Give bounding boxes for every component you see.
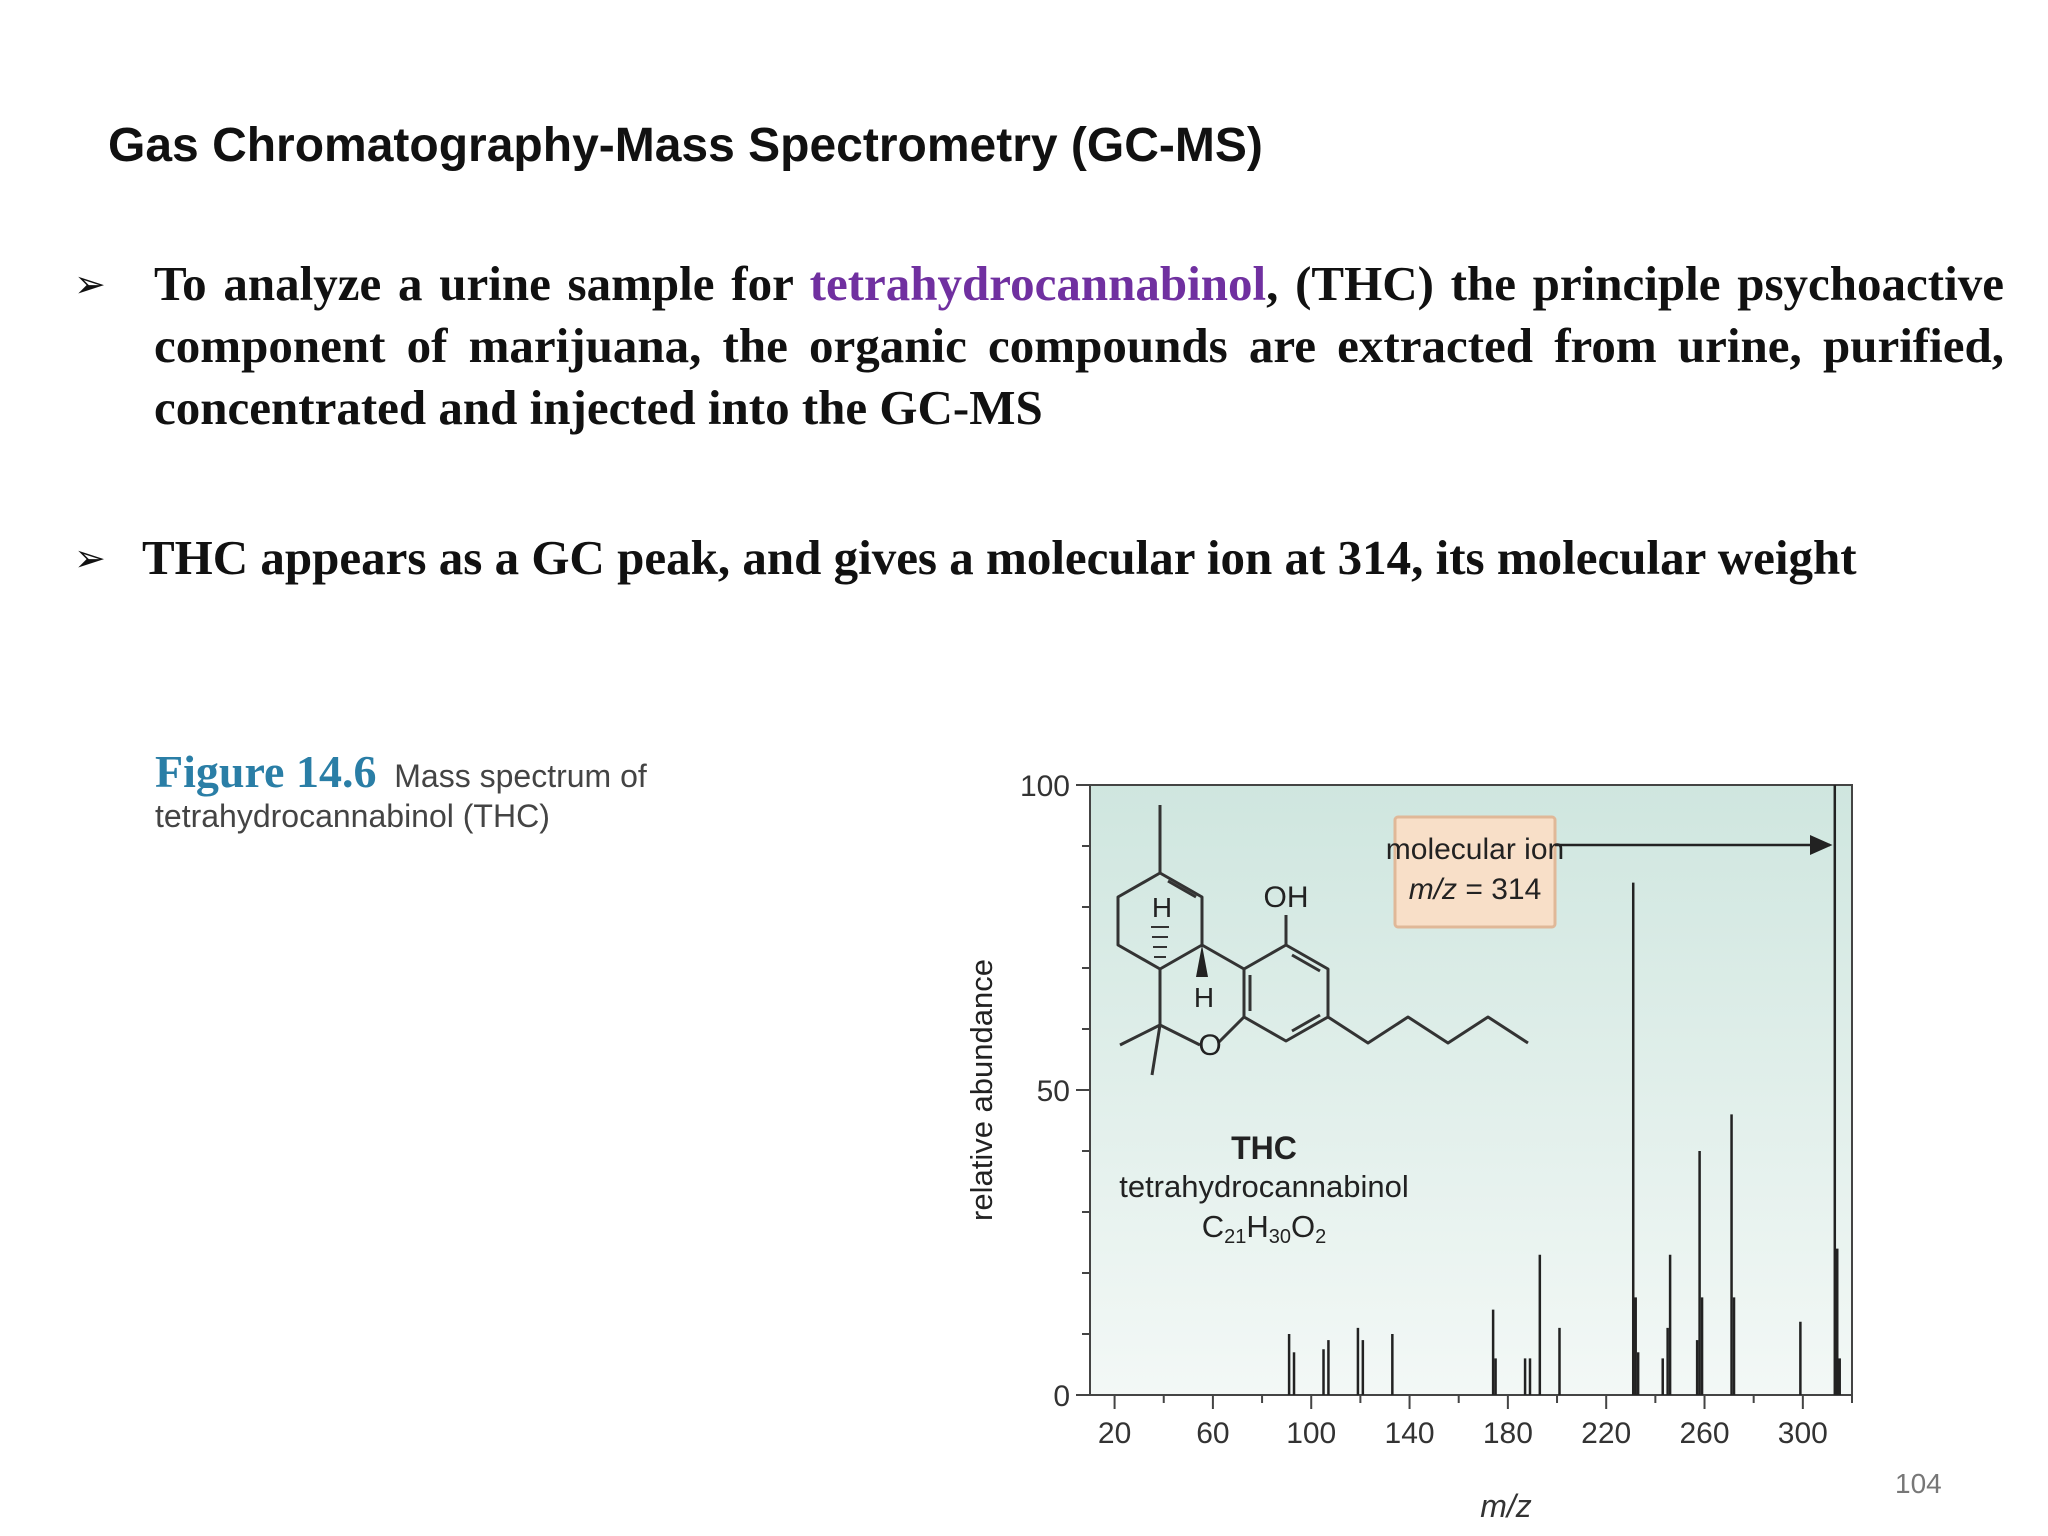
slide-title: Gas Chromatography-Mass Spectrometry (GC…	[108, 119, 1263, 172]
tick-labels: 20 60 100 140 180 220 260 300 0 50 100	[1020, 770, 1828, 1450]
figure-caption: Figure 14.6 Mass spectrum of tetrahydroc…	[155, 749, 647, 836]
bullet-arrow-icon: ➢	[74, 262, 106, 306]
x-tick-label: 180	[1483, 1417, 1533, 1450]
page-number: 104	[1895, 1468, 1942, 1499]
y-tick-label: 50	[1037, 1075, 1070, 1108]
y-tick-label: 0	[1053, 1380, 1070, 1413]
thc-structure	[1116, 805, 1529, 1076]
axis-ticks	[1076, 784, 1853, 1409]
bullet-2-text: THC appears as a GC peak, and gives a mo…	[142, 530, 1857, 585]
bullet-arrow-icon: ➢	[74, 536, 106, 580]
h-label-upper: H	[1152, 892, 1172, 923]
molecular-ion-callout	[1393, 815, 1557, 929]
x-tick-label: 260	[1679, 1417, 1729, 1450]
molecule-formula: C21H30O2	[1202, 1209, 1327, 1248]
y-tick-label: 100	[1020, 770, 1070, 803]
molecule-name: THC	[1231, 1130, 1297, 1166]
x-tick-label: 100	[1286, 1417, 1336, 1450]
spectrum-peaks	[1287, 785, 1841, 1395]
x-tick-label: 300	[1778, 1417, 1828, 1450]
x-tick-label: 60	[1196, 1417, 1229, 1450]
figure-caption-line2: tetrahydrocannabinol (THC)	[155, 798, 550, 834]
bullet-1-text: To analyze a urine sample for tetrahydro…	[154, 256, 2004, 435]
figure-caption-line1: Mass spectrum of	[394, 758, 647, 794]
figure-number: Figure 14.6	[155, 746, 377, 797]
callout-line2: m/z = 314	[1409, 873, 1542, 906]
stereo-wedge-icon	[1196, 945, 1208, 977]
molecule-fullname: tetrahydrocannabinol	[1119, 1169, 1409, 1204]
x-tick-label: 220	[1581, 1417, 1631, 1450]
ring-o-label: O	[1198, 1029, 1221, 1062]
callout-line1: molecular ion	[1386, 833, 1564, 866]
h-label-lower: H	[1194, 982, 1214, 1013]
x-axis-label: m/z	[1480, 1488, 1532, 1524]
oh-label: OH	[1264, 881, 1309, 914]
stereo-hash-icon	[1151, 926, 1169, 958]
bullet-1: ➢ To analyze a urine sample for tetrahyd…	[74, 253, 2004, 439]
highlight-term: tetrahydrocannabinol	[809, 256, 1267, 311]
y-axis-label: relative abundance	[964, 959, 999, 1221]
bullet-2: ➢ THC appears as a GC peak, and gives a …	[74, 527, 1974, 589]
x-tick-label: 20	[1098, 1417, 1131, 1450]
mass-spectrum-chart: 20 60 100 140 180 220 260 300 0 50 100 OH O H H TH…	[964, 770, 1853, 1524]
x-tick-label: 140	[1385, 1417, 1435, 1450]
